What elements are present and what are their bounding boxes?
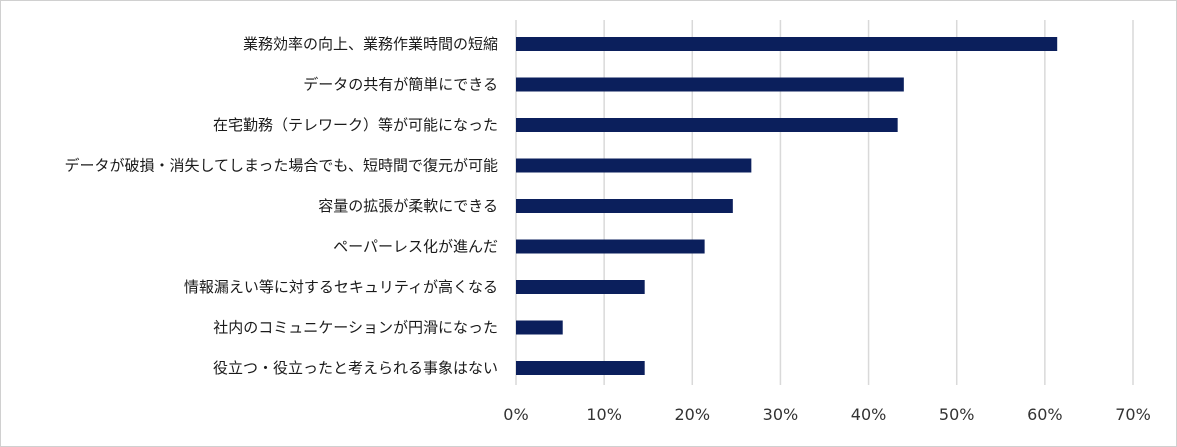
x-tick-label: 50%: [939, 405, 975, 424]
bar: [516, 158, 752, 173]
bar: [516, 118, 898, 132]
bar: [516, 199, 733, 213]
bar: [516, 239, 705, 254]
bar: [516, 77, 904, 92]
category-label: 社内のコミュニケーションが円滑になった: [213, 319, 498, 337]
bar: [516, 320, 563, 335]
x-tick-label: 30%: [763, 405, 799, 424]
bar: [516, 280, 645, 294]
category-label: 容量の拡張が柔軟にできる: [318, 197, 498, 215]
x-tick-label: 40%: [851, 405, 887, 424]
category-label: 在宅勤務（テレワーク）等が可能になった: [213, 116, 498, 134]
bar: [516, 361, 645, 375]
category-label: データが破損・消失してしまった場合でも、短時間で復元が可能: [64, 157, 498, 175]
bar: [516, 37, 1058, 51]
x-tick-label: 60%: [1027, 405, 1063, 424]
x-tick-label: 70%: [1115, 405, 1151, 424]
x-tick-label: 20%: [675, 405, 711, 424]
x-tick-label: 0%: [503, 405, 528, 424]
x-tick-label: 10%: [586, 405, 622, 424]
category-label: ペーパーレス化が進んだ: [333, 238, 498, 256]
category-label: 情報漏えい等に対するセキュリティが高くなる: [184, 278, 498, 296]
category-label: 役立つ・役立ったと考えられる事象はない: [213, 359, 498, 377]
category-label: 業務効率の向上、業務作業時間の短縮: [243, 35, 498, 53]
category-label: データの共有が簡単にできる: [303, 76, 498, 94]
